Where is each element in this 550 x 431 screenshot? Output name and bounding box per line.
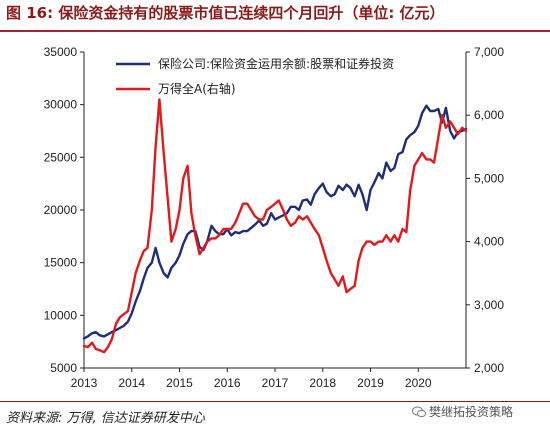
x-tick-label: 2017 <box>262 376 289 390</box>
y-right-tick-label: 7,000 <box>474 45 504 59</box>
chart-series <box>82 98 468 354</box>
y-left-tick-label: 10000 <box>44 308 78 322</box>
y-right-tick-label: 6,000 <box>474 108 504 122</box>
watermark-text: 樊继拓投资策略 <box>429 405 514 419</box>
x-tick-label: 2015 <box>166 376 193 390</box>
x-tick-label: 2020 <box>405 376 432 390</box>
line-chart: 5000 10000 15000 20000 25000 30000 35000 2,000 3… <box>44 45 505 390</box>
x-tick-label: 2016 <box>214 376 241 390</box>
y-left-tick-label: 20000 <box>44 203 78 217</box>
series-line-insurance-equity <box>82 104 468 340</box>
y-left-tick-label: 25000 <box>44 150 78 164</box>
chart-title: 图 16: 保险资金持有的股票市值已连续四个月回升（单位: 亿元） <box>6 4 445 22</box>
y-right-tick-label: 5,000 <box>474 171 504 185</box>
watermark: 樊继拓投资策略 <box>412 403 513 420</box>
footer-rule <box>0 401 550 402</box>
y-right-tick-label: 2,000 <box>474 361 504 375</box>
y-left-tick-label: 30000 <box>44 98 78 112</box>
chart-axes: 5000 10000 15000 20000 25000 30000 35000 2,000 3… <box>44 45 505 390</box>
legend-label: 万得全A(右轴) <box>158 81 236 96</box>
x-tick-label: 2014 <box>118 376 145 390</box>
y-left-tick-label: 5000 <box>50 361 77 375</box>
x-tick-label: 2013 <box>71 376 98 390</box>
y-left-tick-label: 35000 <box>44 45 78 59</box>
wechat-icon <box>412 406 426 417</box>
title-underline <box>0 30 550 32</box>
series-line-wind-a-index <box>82 98 468 354</box>
x-tick-label: 2018 <box>309 376 336 390</box>
y-right-tick-label: 4,000 <box>474 235 504 249</box>
source-note: 资料来源: 万得, 信达证券研发中心 <box>6 411 205 426</box>
y-right-tick-label: 3,000 <box>474 298 504 312</box>
y-left-tick-label: 15000 <box>44 256 78 270</box>
x-tick-label: 2019 <box>357 376 384 390</box>
legend-label: 保险公司:保险资金运用余额:股票和证券投资 <box>158 56 394 71</box>
